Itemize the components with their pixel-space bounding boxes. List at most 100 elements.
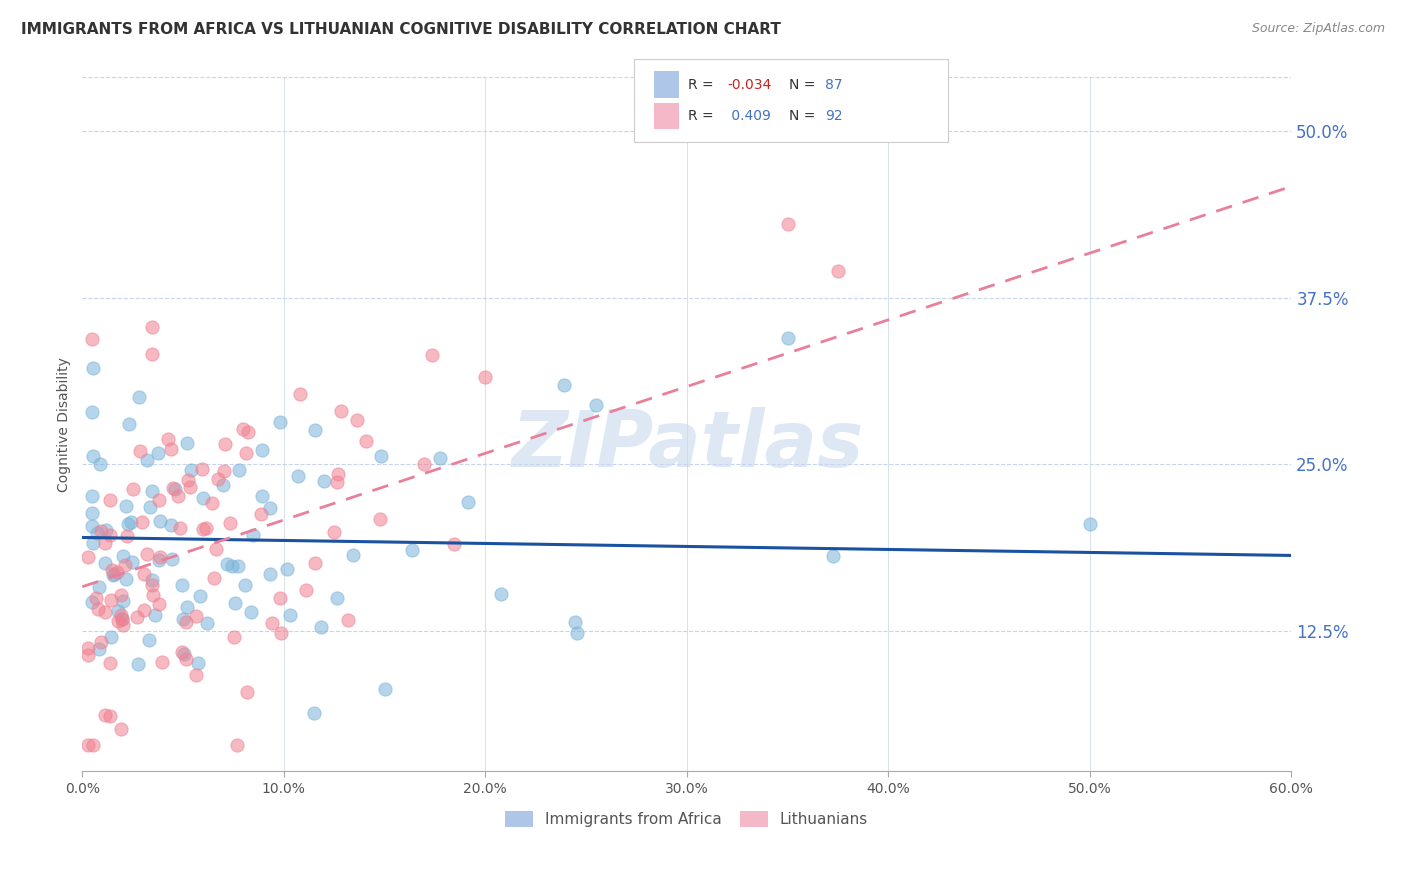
Point (110, 723, 132, 737)
Point (191, 491, 214, 506)
Point (110, 588, 132, 602)
Text: 0.409: 0.409 (727, 109, 770, 123)
Point (87, 642, 110, 657)
Point (214, 437, 236, 451)
Point (141, 573, 163, 587)
Point (368, 512, 391, 526)
Point (87, 601, 110, 615)
Point (287, 469, 309, 483)
Point (288, 386, 311, 401)
Point (259, 500, 281, 515)
Point (150, 655, 173, 669)
Point (262, 616, 284, 631)
Point (474, 370, 496, 384)
Point (226, 738, 249, 752)
Point (82, 405, 104, 419)
Point (100, 528, 122, 542)
Point (370, 450, 392, 464)
Point (187, 656, 209, 670)
Point (98, 709, 121, 723)
Point (180, 463, 202, 477)
Point (107, 604, 129, 618)
Point (115, 499, 138, 513)
Point (82, 360, 104, 375)
Point (89, 580, 111, 594)
Point (212, 477, 235, 491)
Point (323, 525, 346, 540)
Point (141, 319, 163, 334)
Point (186, 668, 208, 682)
Point (195, 615, 218, 630)
Point (564, 615, 586, 630)
Point (304, 424, 326, 438)
Point (135, 547, 157, 561)
Text: N =: N = (789, 109, 820, 123)
Point (98, 492, 121, 507)
Point (776, 331, 799, 345)
Point (1078, 517, 1101, 532)
Text: R =: R = (688, 109, 717, 123)
Point (100, 656, 122, 670)
Point (148, 597, 170, 611)
Point (114, 558, 136, 572)
Point (117, 516, 139, 531)
Point (325, 475, 347, 489)
Point (77, 648, 100, 662)
Point (236, 425, 259, 439)
Point (139, 500, 162, 515)
Point (82, 519, 104, 533)
Point (176, 599, 198, 614)
Point (172, 611, 194, 625)
Point (823, 549, 845, 563)
Text: N =: N = (789, 78, 820, 92)
Point (202, 571, 225, 585)
Point (77, 549, 100, 564)
Point (170, 578, 193, 592)
Point (776, 217, 799, 231)
Point (103, 567, 125, 582)
Point (111, 612, 134, 626)
Point (84, 591, 107, 605)
Point (112, 594, 135, 608)
Point (236, 684, 259, 698)
Point (100, 592, 122, 607)
Point (401, 543, 423, 558)
Point (173, 647, 195, 661)
Point (159, 517, 181, 532)
Point (156, 432, 179, 446)
Point (172, 645, 194, 659)
Point (142, 588, 165, 602)
Point (215, 557, 238, 571)
Point (82, 738, 104, 752)
Point (162, 481, 184, 495)
Text: ZIPatlas: ZIPatlas (510, 408, 863, 483)
Point (149, 514, 172, 528)
Point (224, 596, 246, 610)
Point (86, 525, 108, 540)
Point (96, 523, 118, 537)
Point (201, 496, 224, 510)
Point (90, 524, 112, 539)
Point (132, 603, 155, 617)
Point (132, 566, 155, 581)
Point (207, 472, 229, 486)
Point (314, 474, 336, 488)
Point (138, 633, 160, 648)
Point (111, 549, 134, 563)
Point (105, 565, 128, 579)
Point (354, 434, 377, 448)
Point (101, 563, 124, 577)
Point (77, 738, 100, 752)
Point (179, 480, 201, 494)
Point (82, 536, 104, 550)
Point (325, 591, 347, 606)
Point (228, 463, 250, 477)
Point (141, 578, 163, 592)
Y-axis label: Cognitive Disability: Cognitive Disability (58, 357, 72, 491)
Point (90, 635, 112, 649)
Point (420, 348, 443, 362)
Point (160, 551, 183, 566)
Point (276, 562, 298, 576)
Point (302, 706, 325, 720)
Point (250, 507, 273, 521)
